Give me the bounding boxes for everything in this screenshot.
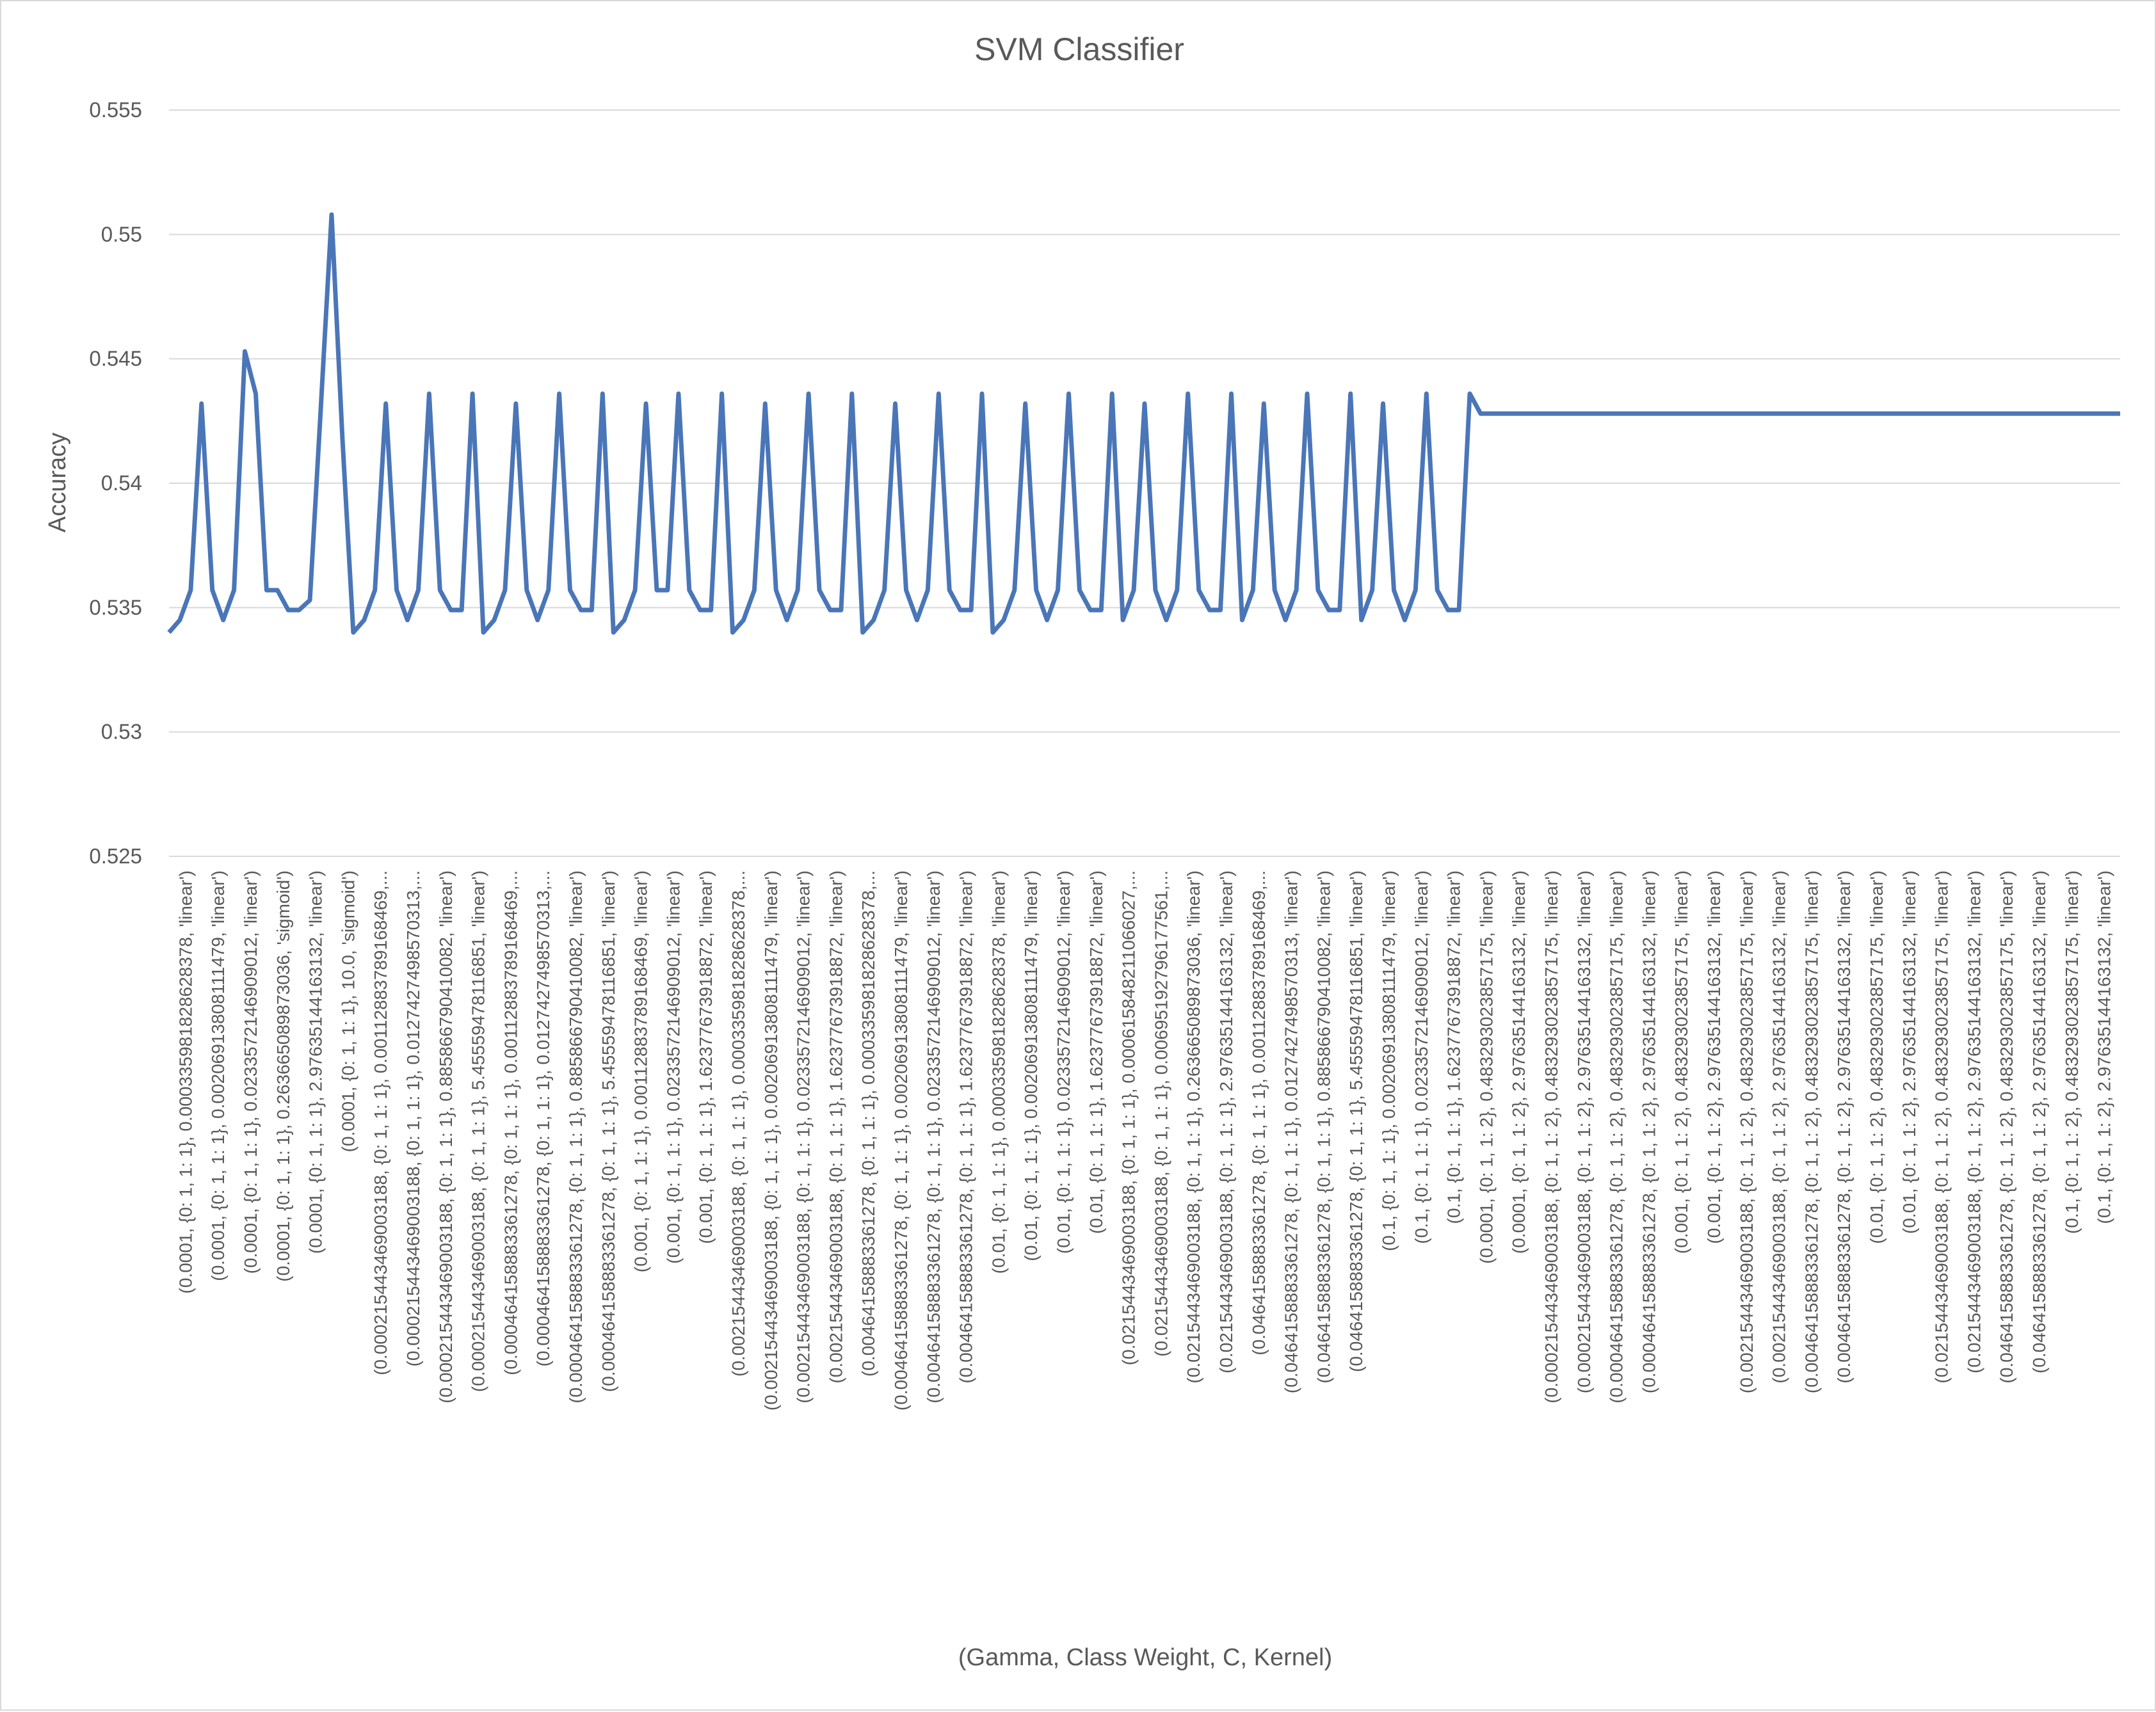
x-tick-label: (0.00215443469003188, {0: 1, 1: 2}, 0.48… [1737,870,1757,1393]
x-tick-label: (0.0464158883361278, {0: 1, 1: 1}, 0.885… [1314,870,1333,1384]
x-tick-label: (0.01, {0: 1, 1: 1}, 0.00206913808111479… [1021,870,1041,1261]
y-tick-label: 0.525 [89,844,142,868]
gridlines [169,109,2120,857]
series-group [167,212,2120,635]
x-tick-label: (0.0215443469003188, {0: 1, 1: 2}, 2.976… [1964,870,1984,1373]
x-tick-label: (0.0215443469003188, {0: 1, 1: 1}, 2.976… [1216,870,1236,1373]
x-tick-label: (0.001, {0: 1, 1: 1}, 0.0233572146909012… [663,870,683,1264]
x-tick-label: (0.0001, {0: 1, 1: 1}, 10.0, 'sigmoid') [338,870,358,1152]
x-tick-label: (0.000464158883361278, {0: 1, 1: 1}, 0.8… [566,870,586,1404]
x-tick-label: (0.00464158883361278, {0: 1, 1: 2}, 0.48… [1801,870,1821,1393]
x-tick-label: (0.0464158883361278, {0: 1, 1: 1}, 0.012… [1282,870,1301,1393]
x-tick-label: (0.00215443469003188, {0: 1, 1: 1}, 0.00… [728,870,748,1377]
y-tick-label: 0.535 [89,595,142,619]
y-tick-label: 0.545 [89,347,142,371]
x-tick-label: (0.000464158883361278, {0: 1, 1: 1}, 5.4… [599,870,618,1392]
y-tick-label: 0.555 [89,98,142,122]
y-axis-ticks: 0.525 0.53 0.535 0.54 0.545 0.55 0.555 [89,98,142,868]
x-tick-label: (0.001, {0: 1, 1: 2}, 0.483293023857175,… [1671,870,1691,1254]
x-tick-label: (0.0464158883361278, {0: 1, 1: 1}, 0.001… [1249,870,1269,1356]
x-tick-label: (0.00464158883361278, {0: 1, 1: 1}, 1.62… [956,870,976,1384]
x-tick-label: (0.0215443469003188, {0: 1, 1: 1}, 0.000… [1119,870,1139,1365]
x-tick-label: (0.00215443469003188, {0: 1, 1: 1}, 0.02… [794,870,814,1404]
x-axis-title: (Gamma, Class Weight, C, Kernel) [958,1644,1332,1671]
y-tick-label: 0.53 [101,720,142,744]
x-tick-label: (0.00464158883361278, {0: 1, 1: 1}, 0.00… [891,870,911,1411]
x-tick-label: (0.00215443469003188, {0: 1, 1: 1}, 1.62… [826,870,846,1384]
x-tick-label: (0.000215443469003188, {0: 1, 1: 1}, 0.0… [403,870,423,1366]
x-tick-label: (0.001, {0: 1, 1: 1}, 1.62377673918872, … [696,870,716,1244]
x-tick-label: (0.000464158883361278, {0: 1, 1: 2}, 0.4… [1607,870,1627,1404]
y-tick-label: 0.54 [101,471,142,495]
series-line [167,212,2120,635]
x-tick-label: (0.00215443469003188, {0: 1, 1: 1}, 0.00… [761,870,781,1411]
x-axis-ticks: (0.0001, {0: 1, 1: 1}, 0.000335981828628… [175,870,2114,1411]
x-tick-label: (0.01, {0: 1, 1: 2}, 0.483293023857175, … [1867,870,1886,1244]
x-tick-label: (0.00464158883361278, {0: 1, 1: 1}, 0.00… [858,870,878,1377]
x-tick-label: (0.1, {0: 1, 1: 1}, 0.00206913808111479,… [1379,870,1399,1251]
x-tick-label: (0.00215443469003188, {0: 1, 1: 2}, 2.97… [1769,870,1789,1384]
y-tick-label: 0.55 [101,222,142,246]
x-tick-label: (0.0001, {0: 1, 1: 2}, 2.97635144163132,… [1509,870,1529,1254]
x-tick-label: (0.01, {0: 1, 1: 2}, 2.97635144163132, '… [1899,870,1919,1234]
x-tick-label: (0.1, {0: 1, 1: 2}, 2.97635144163132, 'l… [2095,870,2114,1224]
x-tick-label: (0.000215443469003188, {0: 1, 1: 1}, 5.4… [469,870,488,1392]
x-tick-label: (0.000215443469003188, {0: 1, 1: 2}, 0.4… [1541,870,1561,1404]
x-tick-label: (0.000464158883361278, {0: 1, 1: 2}, 2.9… [1639,870,1659,1393]
x-tick-label: (0.00464158883361278, {0: 1, 1: 2}, 2.97… [1834,870,1854,1384]
x-tick-label: (0.0215443469003188, {0: 1, 1: 1}, 0.263… [1184,870,1203,1384]
x-tick-label: (0.01, {0: 1, 1: 1}, 0.00033598182862837… [988,870,1008,1274]
x-tick-label: (0.0001, {0: 1, 1: 1}, 0.000335981828628… [175,870,195,1293]
x-tick-label: (0.1, {0: 1, 1: 1}, 1.62377673918872, 'l… [1444,870,1464,1224]
x-tick-label: (0.00464158883361278, {0: 1, 1: 1}, 0.02… [924,870,944,1404]
x-tick-label: (0.0001, {0: 1, 1: 1}, 2.97635144163132,… [306,870,326,1254]
x-tick-label: (0.001, {0: 1, 1: 1}, 0.0011288378916846… [631,870,651,1272]
x-tick-label: (0.01, {0: 1, 1: 1}, 0.0233572146909012,… [1054,870,1074,1254]
x-tick-label: (0.1, {0: 1, 1: 1}, 0.0233572146909012, … [1412,870,1431,1244]
x-tick-label: (0.000215443469003188, {0: 1, 1: 2}, 2.9… [1574,870,1594,1393]
x-tick-label: (0.01, {0: 1, 1: 1}, 1.62377673918872, '… [1086,870,1106,1234]
x-tick-label: (0.000215443469003188, {0: 1, 1: 1}, 0.8… [436,870,456,1404]
chart-title: SVM Classifier [974,31,1184,67]
x-tick-label: (0.0215443469003188, {0: 1, 1: 1}, 0.006… [1151,870,1171,1357]
x-tick-label: (0.0464158883361278, {0: 1, 1: 2}, 2.976… [2029,870,2049,1373]
x-tick-label: (0.0001, {0: 1, 1: 2}, 0.483293023857175… [1476,870,1496,1264]
x-tick-label: (0.000464158883361278, {0: 1, 1: 1}, 0.0… [501,870,520,1375]
x-tick-label: (0.001, {0: 1, 1: 2}, 2.97635144163132, … [1704,870,1724,1244]
x-tick-label: (0.0001, {0: 1, 1: 1}, 0.023357214690901… [241,870,261,1274]
x-tick-label: (0.0464158883361278, {0: 1, 1: 2}, 0.483… [1997,870,2016,1384]
x-tick-label: (0.0215443469003188, {0: 1, 1: 2}, 0.483… [1932,870,1952,1384]
x-tick-label: (0.000215443469003188, {0: 1, 1: 1}, 0.0… [371,870,390,1375]
x-tick-label: (0.1, {0: 1, 1: 2}, 0.483293023857175, '… [2062,870,2082,1234]
x-tick-label: (0.000464158883361278, {0: 1, 1: 1}, 0.0… [533,870,553,1366]
y-axis-title: Accuracy [44,433,71,532]
x-tick-label: (0.0001, {0: 1, 1: 1}, 0.002069138081114… [208,870,228,1281]
x-tick-label: (0.0001, {0: 1, 1: 1}, 0.263665089873036… [273,870,293,1282]
x-tick-label: (0.0464158883361278, {0: 1, 1: 1}, 5.455… [1346,870,1366,1372]
